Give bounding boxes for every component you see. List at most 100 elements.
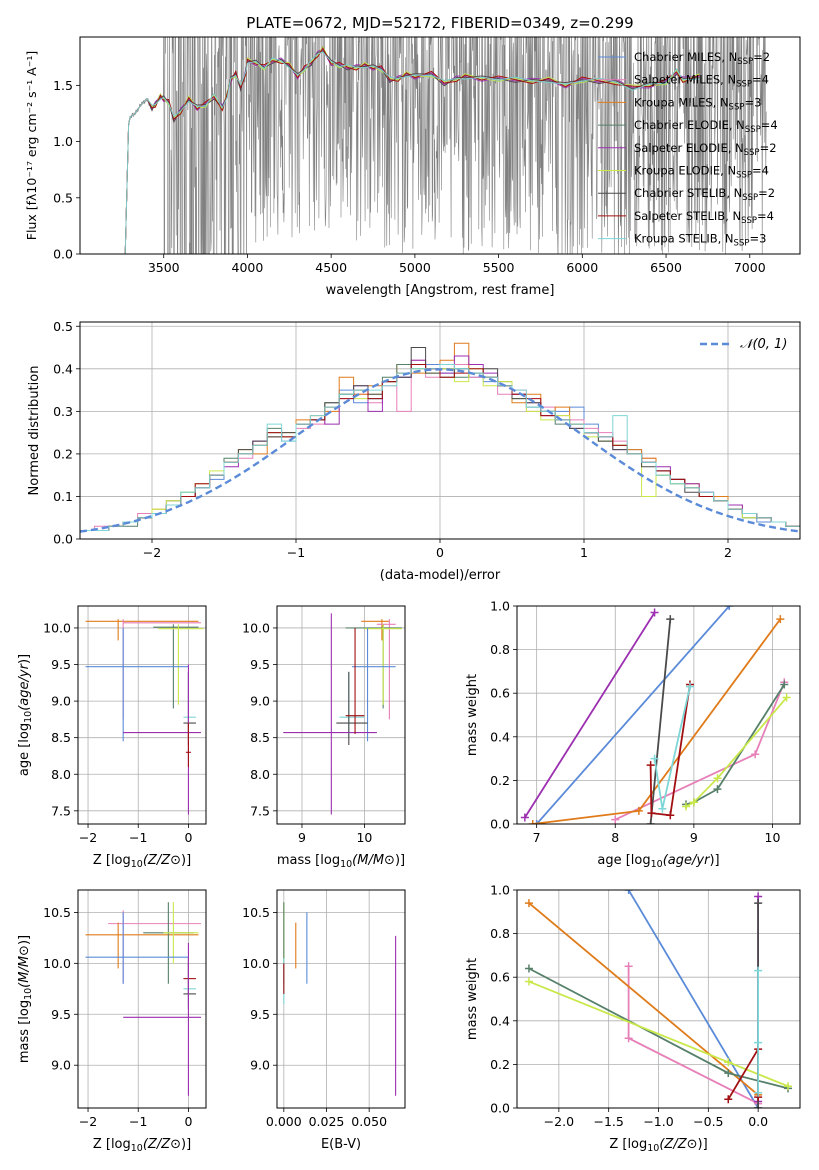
legend-entry: Kroupa STELIB, NSSP=3 bbox=[634, 232, 766, 249]
axes-frame bbox=[516, 605, 801, 825]
axes-frame bbox=[276, 889, 406, 1109]
legend-sub: SSP bbox=[736, 80, 752, 90]
x-tick-label: 0.000 bbox=[266, 1114, 302, 1129]
y-tick-label: 7.5 bbox=[250, 803, 270, 818]
marker-kroupa_elodie bbox=[682, 802, 691, 811]
legend-sub: SSP bbox=[736, 171, 752, 181]
math: (Z/Z⊙ bbox=[143, 1137, 181, 1152]
marker-kroupa_stelib bbox=[754, 1038, 763, 1047]
marker-chabrier_elodie bbox=[780, 680, 789, 689]
plot-area-residuals bbox=[80, 342, 800, 539]
legend-tail: =4 bbox=[761, 118, 778, 132]
marker-salpeter_stelib bbox=[646, 761, 655, 770]
y-tick-label: 0.8 bbox=[490, 926, 510, 941]
legend-entry: Salpeter MILES, NSSP=4 bbox=[634, 73, 769, 90]
y-tick-label: 9.0 bbox=[51, 694, 71, 709]
hist-salpeter_stelib bbox=[80, 364, 800, 539]
marker-chabrier_elodie bbox=[713, 785, 722, 794]
marker-salpeter_stelib bbox=[724, 1095, 733, 1104]
axes-frame bbox=[77, 889, 207, 1109]
x-tick-label: 5000 bbox=[399, 260, 431, 275]
math-tail: )] bbox=[395, 853, 405, 868]
model-curve-kroupa_stelib bbox=[124, 51, 700, 254]
y-tick-label: 0.8 bbox=[490, 642, 510, 657]
math-tail: )] bbox=[181, 1137, 191, 1152]
axes-frame bbox=[77, 605, 207, 825]
marker-salpeter_miles bbox=[624, 962, 633, 971]
axes-frame bbox=[516, 889, 801, 1109]
marker-salpeter_miles bbox=[751, 750, 760, 759]
y-tick-label: 0.0 bbox=[490, 817, 510, 832]
y-tick-label: 9.0 bbox=[250, 694, 270, 709]
marker-kroupa_stelib bbox=[650, 754, 659, 763]
x-tick-label: −2.0 bbox=[544, 1114, 574, 1129]
y-tick-label: 0.6 bbox=[490, 686, 510, 701]
x-tick-label: 2 bbox=[724, 545, 732, 560]
legend-tail: =2 bbox=[753, 50, 770, 64]
marker-salpeter_miles bbox=[624, 1034, 633, 1043]
weight-line-chabrier_miles bbox=[627, 890, 759, 1108]
model-curve-chabrier_stelib bbox=[124, 50, 700, 254]
x-tick-label: −1 bbox=[287, 545, 305, 560]
marker-kroupa_elodie bbox=[782, 693, 791, 702]
axes-frame bbox=[79, 321, 801, 540]
axes-massweight_vs_Z: −2.0 −1.5 −1.0 −0.5 0.0 0.0 0.2 0.4 0.6 0.8 1.0 Z [… bbox=[465, 883, 801, 1154]
marker-salpeter_elodie bbox=[650, 608, 659, 617]
x-tick-label: −1 bbox=[129, 830, 147, 845]
legend: Chabrier MILES, NSSP=2 Salpeter MILES, NS… bbox=[598, 50, 778, 249]
subscript: 10 bbox=[651, 859, 663, 870]
y-axis-label: mass weight bbox=[465, 674, 480, 756]
y-tick-label: 10.5 bbox=[43, 905, 71, 920]
y-tick-label: 0.1 bbox=[53, 489, 73, 504]
legend-entry: Salpeter STELIB, NSSP=4 bbox=[634, 209, 774, 226]
math: (Z/Z⊙ bbox=[659, 1137, 697, 1152]
math-tail: )] bbox=[17, 654, 32, 664]
marker-kroupa_miles bbox=[528, 820, 537, 824]
math: (age/yr bbox=[663, 853, 711, 868]
x-tick-label: 4500 bbox=[315, 260, 347, 275]
y-axis-label: age [log10(age/yr)] bbox=[17, 654, 34, 776]
x-tick-label: −2 bbox=[79, 1114, 97, 1129]
y-tick-label: 0.2 bbox=[490, 1057, 510, 1072]
y-tick-label: 0.0 bbox=[53, 247, 73, 262]
y-tick-label: 10.0 bbox=[43, 956, 71, 971]
figure-title: PLATE=0672, MJD=52172, FIBERID=0349, z=0… bbox=[246, 14, 633, 32]
weight-line-salpeter_stelib bbox=[649, 684, 691, 817]
marker-salpeter_stelib bbox=[647, 809, 656, 818]
x-axis-label: wavelength [Angstrom, rest frame] bbox=[326, 283, 555, 298]
legend-sub: SSP bbox=[744, 148, 760, 158]
marker-chabrier_miles bbox=[725, 606, 734, 610]
axes-frame bbox=[276, 605, 406, 825]
x-tick-label: −0.5 bbox=[693, 1114, 723, 1129]
marker-kroupa_miles bbox=[524, 899, 533, 908]
x-tick-label: 1 bbox=[580, 545, 588, 560]
plot-area-age_vs_mass bbox=[283, 613, 402, 815]
legend-entry: Chabrier ELODIE, NSSP=4 bbox=[634, 118, 778, 135]
legend-entry: 𝒩(0, 1) bbox=[740, 337, 787, 352]
weight-line-chabrier_elodie bbox=[685, 684, 786, 806]
y-tick-label: 10.0 bbox=[242, 956, 270, 971]
legend-entry: Kroupa ELODIE, NSSP=4 bbox=[634, 164, 769, 181]
x-tick-label: 8 bbox=[611, 830, 619, 845]
x-tick-label: 9 bbox=[298, 830, 306, 845]
marker-kroupa_elodie bbox=[784, 1082, 793, 1091]
y-tick-label: 0.0 bbox=[490, 1101, 510, 1116]
y-tick-label: 0.4 bbox=[490, 1013, 510, 1028]
marker-chabrier_elodie bbox=[524, 964, 533, 973]
subscript: 10 bbox=[131, 859, 143, 870]
axes-massweight_vs_age: 7 8 9 10 0.0 0.2 0.4 0.6 0.8 1.0 age [log10(age/yr… bbox=[465, 599, 801, 870]
axes-mass_vs_ebv: 0.000 0.025 0.050 9.0 9.5 10.0 10.5 E(B-V) bbox=[242, 889, 406, 1152]
x-tick-label: 5500 bbox=[483, 260, 515, 275]
axes-age_vs_Z: −2 −1 0 7.5 8.0 8.5 9.0 9.5 10.0 Z [log10(Z/Z⊙)] a… bbox=[17, 605, 207, 870]
legend-tail: =3 bbox=[744, 95, 761, 109]
legend-sub: SSP bbox=[734, 239, 750, 249]
marker-chabrier_stelib bbox=[646, 820, 655, 824]
x-tick-label: 0.0 bbox=[748, 1114, 768, 1129]
y-axis-label: mass [log10(M/M⊙)] bbox=[17, 935, 34, 1063]
marker-kroupa_stelib bbox=[754, 966, 763, 975]
subscript: 10 bbox=[23, 988, 34, 1000]
x-tick-label: 7 bbox=[533, 830, 541, 845]
gaussian-curve bbox=[80, 368, 800, 533]
plot-area-massweight_vs_age bbox=[520, 606, 791, 824]
